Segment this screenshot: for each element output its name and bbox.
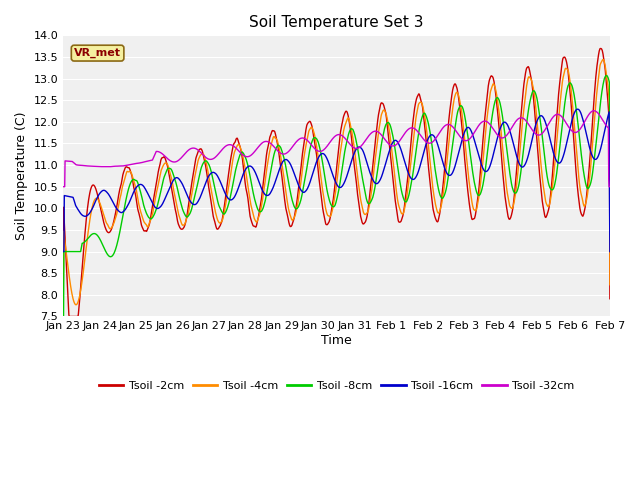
Text: VR_met: VR_met [74,48,121,58]
Y-axis label: Soil Temperature (C): Soil Temperature (C) [15,112,28,240]
Title: Soil Temperature Set 3: Soil Temperature Set 3 [249,15,424,30]
X-axis label: Time: Time [321,334,352,347]
Legend: Tsoil -2cm, Tsoil -4cm, Tsoil -8cm, Tsoil -16cm, Tsoil -32cm: Tsoil -2cm, Tsoil -4cm, Tsoil -8cm, Tsoi… [94,376,579,395]
